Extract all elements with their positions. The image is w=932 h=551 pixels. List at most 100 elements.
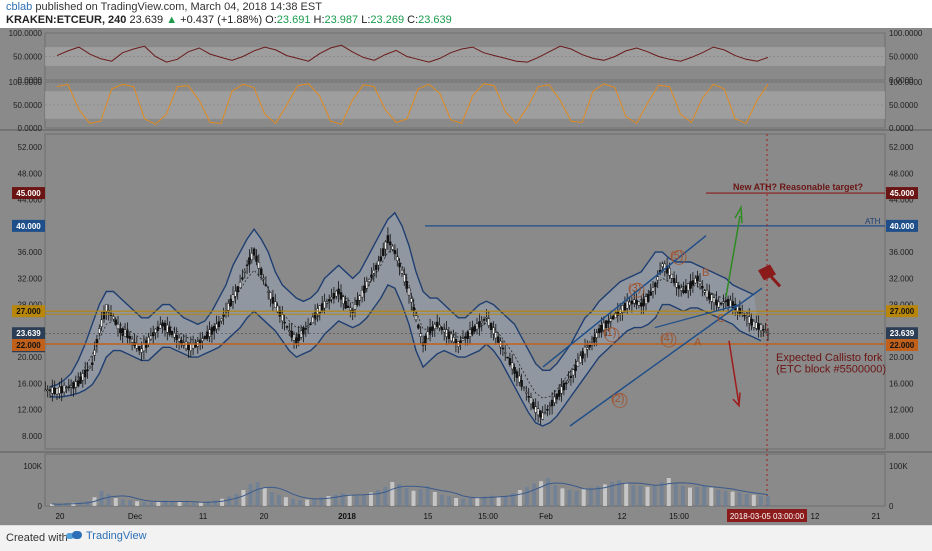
candle-body [72,382,75,389]
time-axis-label: Dec [128,512,142,521]
volume-bar [156,501,161,506]
volume-bar [617,480,622,506]
price-tick-label-right: 36.000 [889,248,914,257]
volume-bar [305,499,310,506]
candle-body [126,330,129,338]
candle-body [543,412,547,414]
candle-body [98,328,101,334]
price-tick-label-right: 48.000 [889,169,914,178]
candle-body [142,343,146,352]
symbol-label: KRAKEN:ETCEUR, 240 [6,14,127,26]
candle-body [370,274,373,278]
candle-body [81,373,85,381]
candle-body [442,329,446,333]
candle-body [518,375,521,383]
candle-body [724,300,728,303]
level-tag-right-label: 23.639 [890,329,915,338]
chart-svg[interactable]: 100.0000 100.0000 50.0000 50.0000 0.0000 0.00… [0,28,932,525]
candle-body [264,284,268,286]
time-axis-label: 15:00 [669,512,690,521]
candle-body [489,322,493,331]
candle-body [689,281,692,289]
candle-body [539,410,542,418]
stochastic-tick-label-left: 100.0000 [9,78,43,87]
candle-body [696,275,699,282]
volume-bar [439,494,444,506]
stochastic-tick-label-left: 0.0000 [18,124,43,133]
volume-bar [291,498,295,506]
volume-bar [404,488,409,506]
time-axis-label: 2018 [338,512,356,521]
level-tag-left-label: 22.000 [16,341,41,350]
time-axis-label: 11 [199,512,208,521]
candle-body [302,327,305,335]
change-value: +0.437 (+1.88%) [180,14,263,26]
volume-bar [737,492,742,506]
candle-body [112,316,115,320]
candle-body [243,271,247,273]
candle-body [407,287,411,296]
candle-body [712,297,716,303]
volume-bar [631,485,636,506]
candle-body [405,281,408,289]
candle-body [743,314,746,317]
candle-body [391,245,394,250]
candle-body [60,386,63,394]
candle-body [677,285,681,289]
price-tick-label-right: 12.000 [889,406,914,415]
high-label: H: [313,14,325,26]
candle-body [757,323,760,330]
candle-body [715,299,718,306]
candle-body [745,317,749,319]
chart-header: cblab published on TradingView.com, Marc… [0,0,932,28]
time-axis-label: 20 [56,512,65,521]
candle-body [686,283,690,291]
candle-body [576,360,580,367]
rsi-tick-label-right: 50.0000 [889,53,918,62]
candle-body [503,352,507,354]
candle-body [114,319,117,325]
close-value: 23.639 [418,14,452,26]
candle-body [764,331,767,333]
candle-body [532,402,535,409]
candle-body [93,349,96,356]
candle-body [508,358,512,365]
candle-body [447,331,451,339]
volume-bar [723,490,728,506]
candle-body [550,399,554,407]
author-link[interactable]: cblab [6,1,33,13]
candle-body [628,301,631,306]
candle-body [215,323,218,330]
high-value: 23.987 [324,14,359,26]
tradingview-brand[interactable]: TradingView [66,530,147,542]
candle-body [694,277,697,284]
candle-body [313,312,317,319]
candle-body [163,322,167,331]
volume-bar [170,501,175,506]
candle-body [255,255,258,262]
volume-bar [262,488,267,506]
candle-body [128,335,132,339]
candle-body [67,386,71,389]
candle-body [583,346,587,355]
candle-body [288,330,291,332]
candle-body [635,300,638,305]
volume-bar [411,490,416,506]
candle-body [83,369,87,378]
volume-bar [106,494,111,506]
volume-tick-label-left: 0 [38,502,43,511]
volume-bar [361,494,366,506]
candle-body [501,347,505,350]
volume-bar [135,501,140,506]
volume-bar [432,492,437,506]
candle-body [581,351,584,359]
candle-body [642,298,645,307]
candle-body [494,332,498,339]
candle-body [46,389,49,392]
price-tick-label-left: 28.000 [18,301,43,310]
rsi-tick-label-left: 50.0000 [13,53,42,62]
candle-body [189,343,193,352]
candle-body [147,336,150,345]
channel-upper-line [542,235,707,368]
rsi-series-line [56,44,769,63]
